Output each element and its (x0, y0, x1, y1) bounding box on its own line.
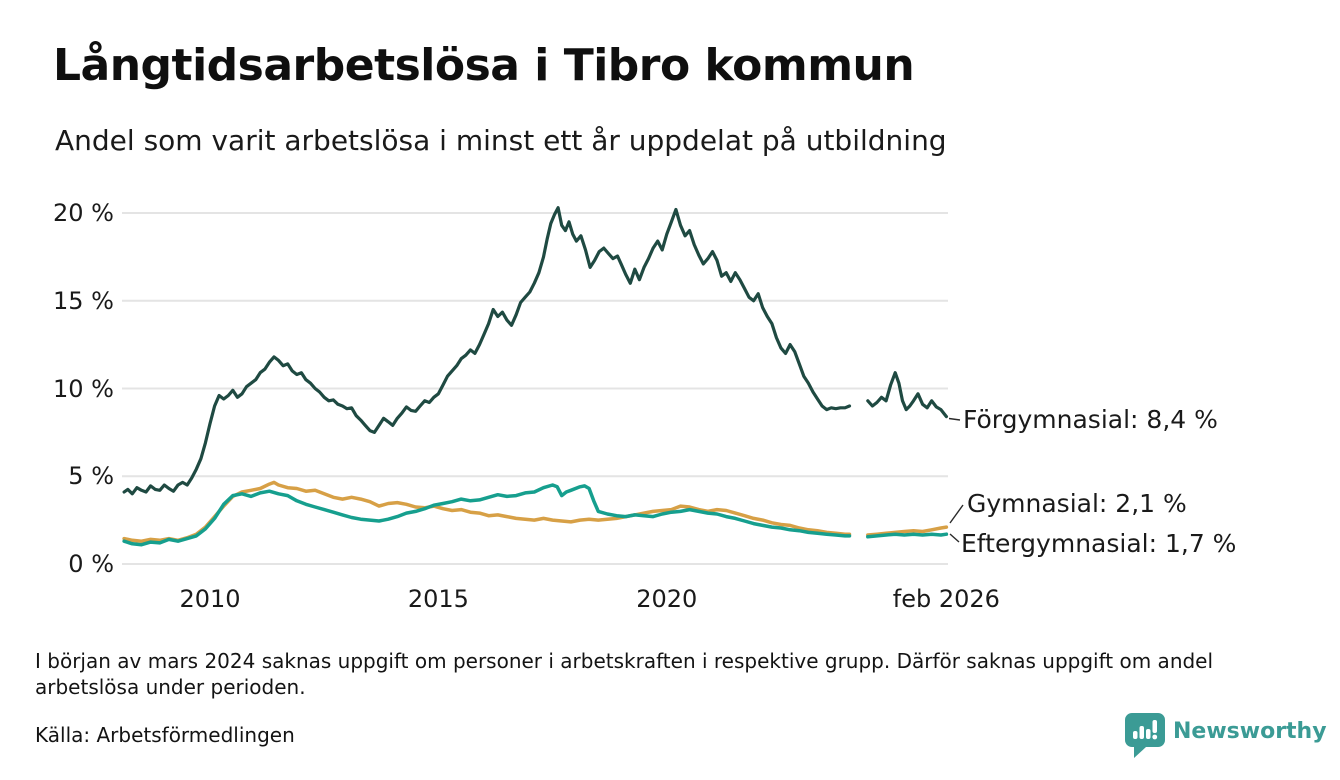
y-axis-tick: 10 % (53, 374, 114, 403)
y-axis-tick: 20 % (53, 199, 114, 227)
source-line: Källa: Arbetsförmedlingen (35, 723, 295, 747)
series-end-label-forgymnasial: Förgymnasial: 8,4 % (963, 405, 1218, 434)
x-axis-tick: 2010 (179, 585, 241, 613)
footnote: I början av mars 2024 saknas uppgift om … (35, 649, 1214, 699)
x-axis-tick: 2020 (636, 585, 698, 613)
leader-forgymnasial (948, 417, 961, 421)
line-chart-plot (122, 206, 964, 565)
series-end-label-gymnasial: Gymnasial: 2,1 % (967, 489, 1187, 518)
newsworthy-icon (1125, 713, 1165, 758)
y-axis-tick: 0 % (68, 550, 114, 578)
x-axis-tick: feb 2026 (892, 585, 1000, 613)
series-line-förgymnasial (122, 206, 948, 496)
series-line-eftergymnasial (122, 483, 949, 547)
series-end-label-eftergymnasial: Eftergymnasial: 1,7 % (961, 529, 1237, 558)
newsworthy-wordmark: Newsworthy (1173, 719, 1327, 744)
x-axis-tick: 2015 (407, 585, 469, 613)
y-axis-tick: 5 % (68, 462, 114, 491)
chart-subtitle: Andel som varit arbetslösa i minst ett å… (55, 124, 947, 157)
newsworthy-logo: Newsworthy (1125, 713, 1327, 759)
y-axis-tick: 15 % (53, 286, 114, 315)
page-title: Långtidsarbetslösa i Tibro kommun (53, 40, 915, 91)
leader-eftergymnasial (949, 533, 960, 543)
leader-gymnasial (949, 504, 964, 524)
